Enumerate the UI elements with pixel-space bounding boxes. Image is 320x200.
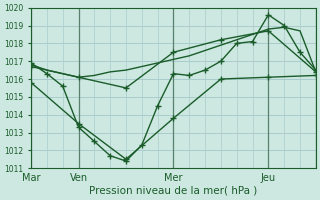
X-axis label: Pression niveau de la mer( hPa ): Pression niveau de la mer( hPa ) xyxy=(89,186,258,196)
